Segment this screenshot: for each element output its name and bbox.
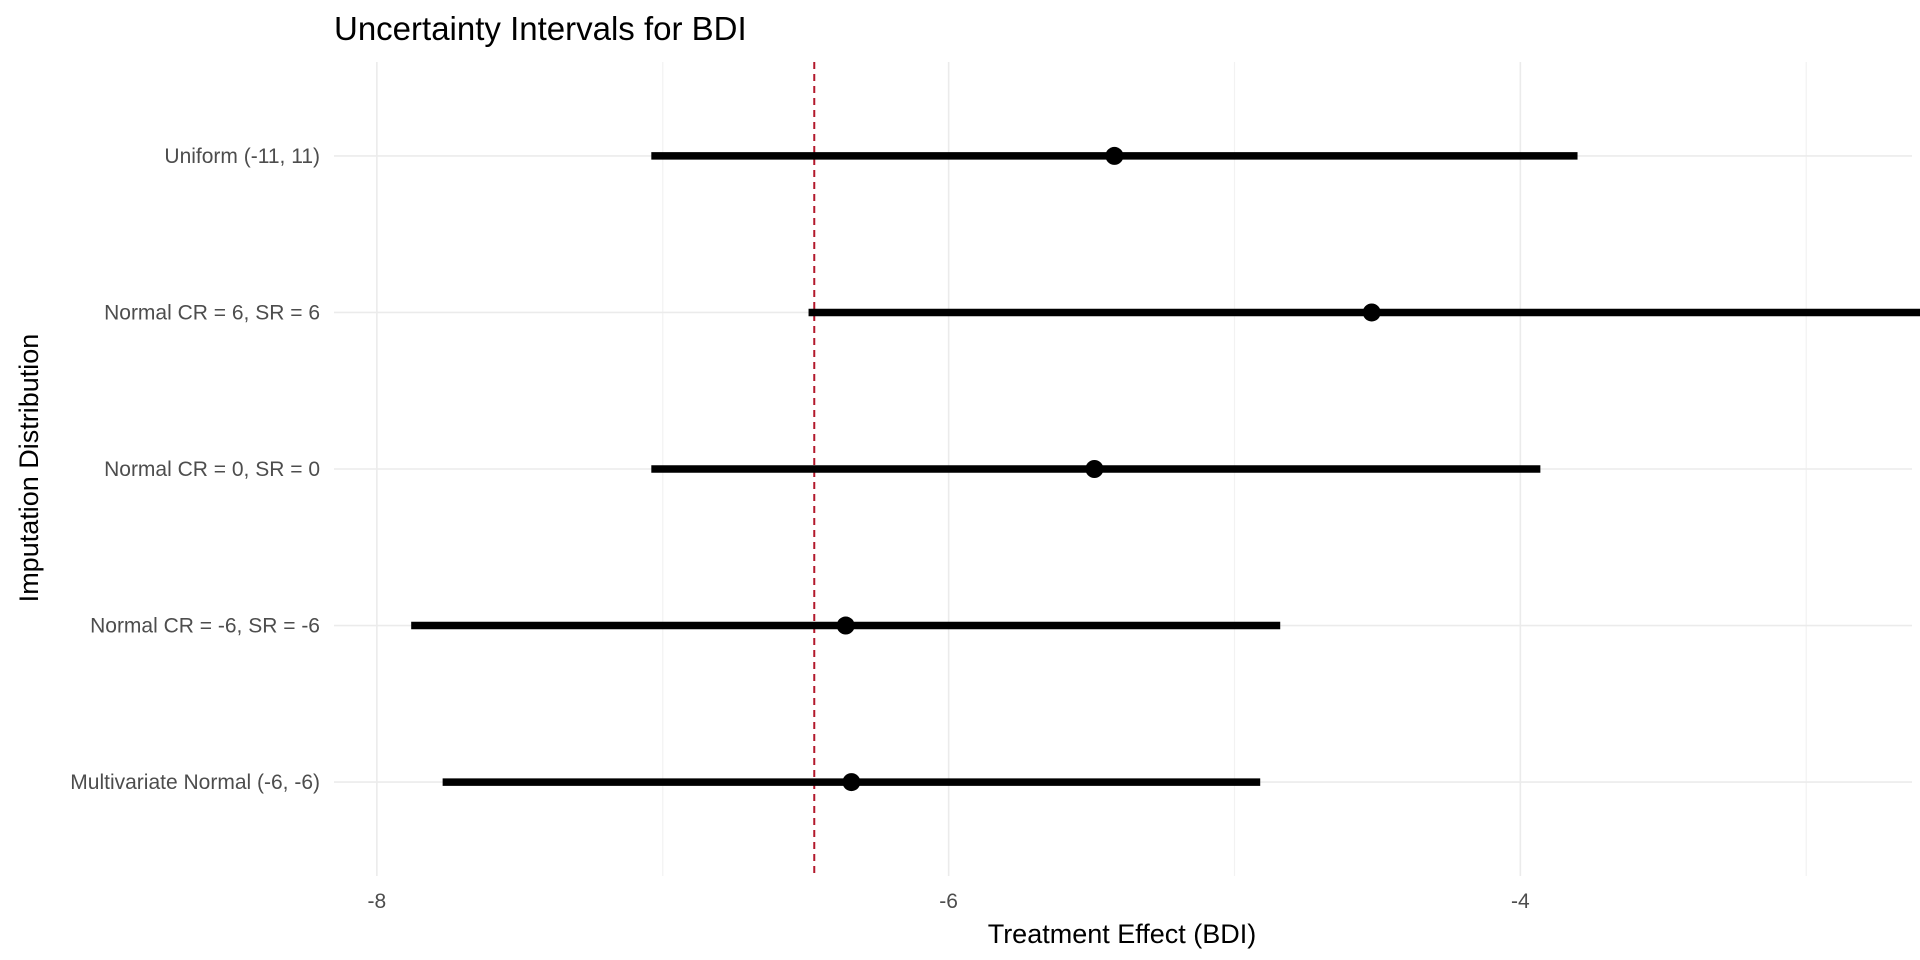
chart-title: Uncertainty Intervals for BDI bbox=[334, 10, 747, 47]
y-tick-label: Normal CR = -6, SR = -6 bbox=[90, 615, 320, 638]
y-tick-label: Normal CR = 0, SR = 0 bbox=[104, 458, 320, 481]
x-axis-title: Treatment Effect (BDI) bbox=[988, 919, 1257, 949]
y-tick-labels: Uniform (-11, 11) Normal CR = 6, SR = 6 No… bbox=[70, 145, 320, 794]
y-tick-label: Normal CR = 6, SR = 6 bbox=[104, 301, 320, 324]
x-tick-label: -8 bbox=[368, 890, 387, 913]
y-axis-title: Imputation Distribution bbox=[14, 334, 44, 603]
estimate-point bbox=[836, 616, 855, 635]
x-tick-label: -4 bbox=[1511, 890, 1530, 913]
y-tick-label: Uniform (-11, 11) bbox=[164, 145, 320, 168]
estimate-point bbox=[1362, 303, 1381, 322]
x-tick-labels: -8 -6 -4 bbox=[368, 890, 1530, 913]
estimate-point bbox=[1105, 146, 1124, 165]
estimate-point bbox=[1085, 460, 1104, 478]
estimate-layer bbox=[836, 146, 1381, 792]
x-tick-label: -6 bbox=[939, 890, 958, 913]
y-tick-label: Multivariate Normal (-6, -6) bbox=[70, 771, 320, 794]
estimate-point bbox=[842, 773, 861, 792]
